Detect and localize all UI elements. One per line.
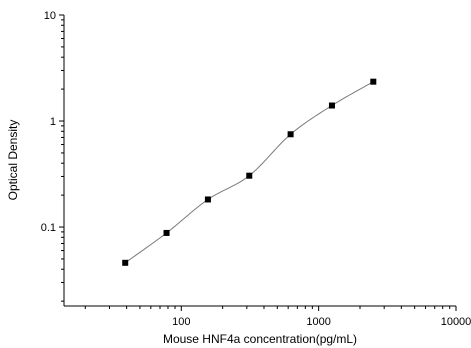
fit-curve [124, 81, 374, 264]
data-point [328, 102, 335, 109]
data-point [204, 196, 211, 203]
x-axis-ticks: 100 1000 10000 [84, 306, 471, 328]
data-points [122, 78, 377, 266]
data-point [287, 131, 294, 138]
data-point [163, 229, 170, 236]
x-tick-label: 100 [172, 316, 190, 328]
x-tick-label: 10000 [441, 316, 471, 328]
data-point [370, 78, 377, 85]
y-tick-label: 0.1 [41, 222, 56, 234]
x-tick-label: 1000 [306, 316, 330, 328]
data-point [122, 259, 129, 266]
data-point [246, 172, 253, 179]
y-tick-label: 1 [50, 116, 56, 128]
axes [63, 15, 456, 307]
y-axis-ticks: 0.1 1 10 [41, 10, 64, 302]
y-tick-label: 10 [44, 10, 56, 22]
y-axis-title: Optical Density [6, 120, 20, 201]
x-axis-title: Mouse HNF4a concentration(pg/mL) [163, 332, 357, 346]
